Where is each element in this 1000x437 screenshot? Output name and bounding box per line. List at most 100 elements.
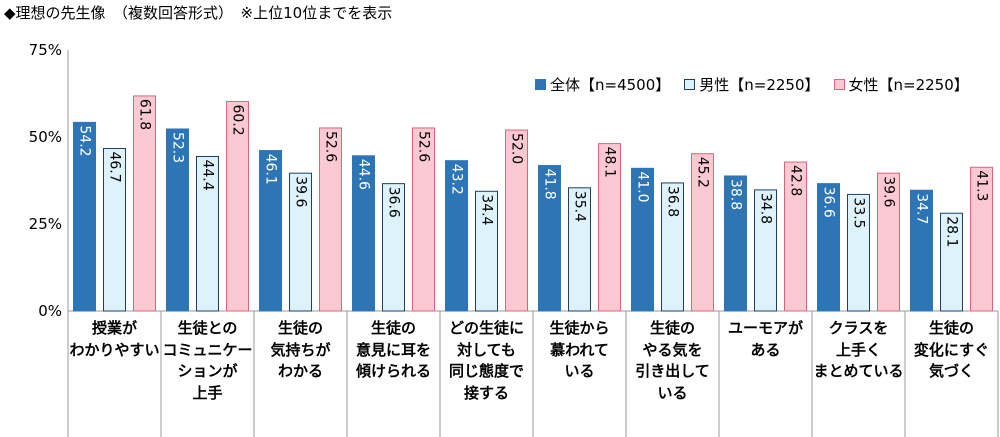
bar-value-label: 39.6 — [293, 176, 309, 207]
bar-value-label: 41.8 — [542, 169, 558, 200]
bar — [505, 129, 528, 312]
category-label-line: 上手 — [192, 383, 223, 402]
category-label-line: ある — [750, 340, 781, 359]
category-label-line: わかる — [277, 362, 323, 380]
bar-value-label: 38.8 — [728, 179, 744, 210]
category-label-line: 同じ態度で — [448, 362, 524, 380]
bar — [661, 182, 684, 312]
category-label: 生徒のやる気を引き出している — [627, 318, 719, 404]
bar-value-label: 35.4 — [572, 191, 588, 222]
category-label-line: 対しても — [457, 340, 516, 359]
bar — [631, 167, 654, 312]
bar — [784, 161, 807, 312]
category-label: 授業が わかりやすい — [69, 318, 161, 361]
bar-value-label: 61.8 — [137, 99, 153, 130]
category-label-line: 傾けられる — [355, 362, 431, 380]
category-label-line: どの生徒に — [448, 319, 524, 337]
bar — [598, 143, 621, 312]
bar — [538, 165, 561, 312]
legend-swatch-female — [833, 79, 845, 90]
category-label-line: わかりやすい — [69, 340, 160, 359]
bar — [382, 183, 405, 312]
bar — [196, 155, 219, 312]
bar-value-label: 41.0 — [635, 171, 651, 202]
bar — [754, 189, 777, 312]
category-label-line: 生徒の — [649, 319, 695, 337]
bar — [724, 175, 747, 312]
bar-value-label: 34.4 — [479, 194, 495, 225]
bar — [73, 121, 96, 312]
category-label: ユーモアが ある — [720, 318, 812, 361]
legend-label-female: 女性【n=2250】 — [848, 76, 969, 94]
category-label-line: 慕われて — [550, 340, 609, 359]
bar-value-label: 44.4 — [200, 159, 216, 190]
bar — [445, 160, 468, 312]
category-label: 生徒の 気持ちが わかる — [255, 318, 347, 383]
bar-value-label: 46.7 — [107, 151, 123, 182]
category-label-line: 変化にすぐ — [913, 340, 990, 359]
bar-value-label: 60.2 — [230, 105, 246, 136]
y-tick-label: 0% — [38, 302, 62, 320]
category-label-line: 生徒の — [928, 319, 974, 337]
bar-value-label: 33.5 — [851, 197, 867, 228]
category-label-line: 引き出して — [635, 362, 710, 380]
category-label: 生徒とのコミュニケー ションが上手 — [162, 318, 254, 404]
chart-title: ◆理想の先生像 （複数回答形式） ※上位10位までを表示 — [4, 4, 393, 22]
bar-value-label: 46.1 — [263, 154, 279, 185]
bar — [568, 187, 591, 312]
bar-value-label: 34.8 — [758, 193, 774, 224]
bar — [226, 101, 249, 312]
bar-value-label: 48.1 — [602, 147, 618, 178]
bar — [352, 155, 375, 312]
category-label-line: やる気を — [642, 340, 703, 359]
category-label-line: 生徒の — [277, 319, 323, 337]
bar — [817, 183, 840, 312]
legend-swatch-all — [535, 79, 546, 90]
category-label-line: ションが — [177, 362, 238, 380]
bar-value-label: 52.6 — [416, 131, 432, 162]
bar — [259, 150, 282, 312]
bar — [847, 193, 870, 312]
legend-label-all: 全体【n=4500】 — [550, 76, 671, 94]
bar-value-label: 36.6 — [821, 187, 837, 218]
category-label-line: まとめている — [813, 362, 904, 380]
category-label: クラスを 上手く まとめている — [813, 318, 905, 383]
category-label-line: 生徒の — [370, 319, 416, 337]
bar — [412, 127, 435, 312]
bar-value-label: 34.7 — [914, 193, 930, 224]
category-label: 生徒の変化にすぐ気づく — [906, 318, 998, 383]
bar-value-label: 52.6 — [323, 131, 339, 162]
bar — [970, 166, 993, 312]
bar — [319, 127, 342, 312]
bar-value-label: 41.3 — [974, 170, 990, 201]
category-label-line: 気づく — [928, 362, 974, 380]
category-label: どの生徒に対しても同じ態度で接する — [441, 318, 533, 404]
category-label-line: いる — [657, 383, 688, 402]
bar-value-label: 36.6 — [386, 187, 402, 218]
y-tick-label: 50% — [29, 128, 62, 146]
bar — [475, 190, 498, 312]
category-label-line: コミュニケー — [162, 340, 253, 359]
category-label-line: いる — [564, 362, 595, 380]
y-tick-label: 75% — [29, 41, 62, 59]
bar-value-label: 39.6 — [881, 176, 897, 207]
bar — [910, 189, 933, 312]
legend-label-male: 男性【n=2250】 — [699, 76, 820, 94]
category-label-line: 接する — [463, 383, 509, 402]
bar-value-label: 54.2 — [77, 125, 93, 156]
bar — [877, 172, 900, 312]
bar-value-label: 36.8 — [665, 186, 681, 217]
bar — [691, 153, 714, 312]
category-label: 生徒の 意見に耳を 傾けられる — [348, 318, 440, 383]
category-label-line: 授業が — [91, 319, 137, 337]
bar — [289, 172, 312, 312]
bar-value-label: 44.6 — [356, 159, 372, 190]
category-label: 生徒から 慕われて いる — [534, 318, 626, 383]
legend-item-male: 男性【n=2250】 — [684, 74, 820, 95]
bar — [166, 128, 189, 312]
bar — [133, 95, 156, 312]
bar-value-label: 52.0 — [509, 133, 525, 164]
bar-value-label: 42.8 — [788, 165, 804, 196]
category-label-line: 生徒との — [177, 319, 238, 337]
